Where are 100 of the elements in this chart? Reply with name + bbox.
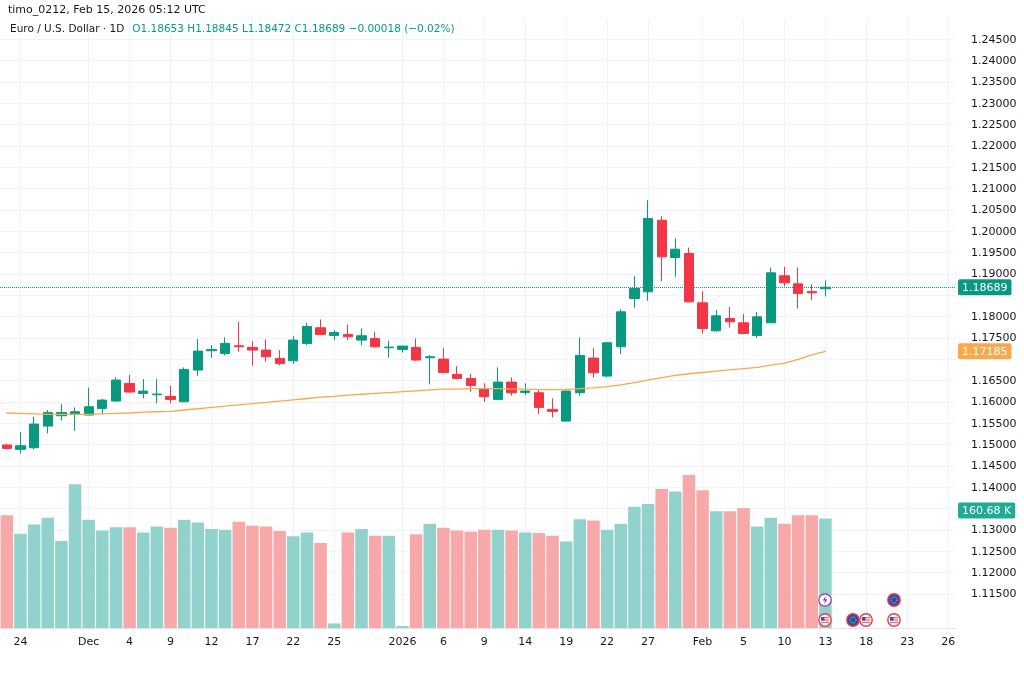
x-tick-label: 23 — [900, 635, 915, 648]
x-tick-label: Dec — [78, 635, 100, 648]
y-tick-label: 1.14000 — [971, 480, 1017, 494]
x-tick-label: 12 — [204, 635, 219, 648]
y-tick-label: 1.19500 — [971, 246, 1017, 260]
candlestick — [670, 238, 680, 278]
x-tick-label: 10 — [777, 635, 792, 648]
bar — [177, 519, 191, 628]
candlestick — [152, 378, 162, 404]
y-tick-label: 1.18000 — [971, 310, 1017, 324]
candlestick — [220, 336, 230, 356]
x-tick-label: 25 — [327, 635, 342, 648]
candlestick — [43, 409, 53, 434]
chart-title: Euro / U.S. Dollar · 1D — [10, 22, 125, 34]
bar — [764, 517, 778, 628]
y-tick-label: 1.24500 — [971, 32, 1017, 46]
bar — [559, 541, 573, 628]
y-tick-label: 1.19000 — [971, 267, 1017, 281]
x-tick-label: 5 — [740, 635, 748, 648]
candlestick — [575, 336, 585, 397]
y-tick-label: 1.11500 — [971, 587, 1017, 601]
candlestick — [29, 416, 39, 450]
bar — [327, 623, 341, 628]
x-tick-label: 14 — [518, 635, 533, 648]
candlestick — [2, 443, 12, 450]
candlestick — [138, 378, 148, 399]
y-tick-label: 1.21000 — [971, 182, 1017, 196]
bar — [655, 488, 668, 628]
candlestick — [179, 366, 189, 403]
bar — [423, 523, 437, 628]
x-tick-label: Feb — [692, 635, 713, 648]
candlestick — [657, 215, 667, 282]
candlestick — [793, 267, 803, 309]
line-series — [6, 350, 827, 415]
candlestick — [588, 347, 599, 379]
bar — [314, 542, 327, 628]
x-tick-label: 9 — [480, 635, 488, 648]
y-tick-label: 1.12500 — [971, 544, 1017, 558]
bar — [123, 527, 136, 628]
y-tick-label: 1.16500 — [971, 374, 1017, 388]
y-tick-label: 1.15000 — [971, 438, 1017, 452]
bar — [587, 520, 600, 628]
candlestick — [534, 388, 544, 415]
candlestick — [493, 366, 503, 401]
bar — [669, 491, 682, 628]
candlestick — [684, 247, 694, 303]
bar — [341, 532, 355, 628]
candlestick — [779, 266, 790, 287]
y-tick-label: 1.23000 — [971, 96, 1017, 110]
y-tick-label: 1.24000 — [971, 54, 1017, 68]
y-tick-label: 1.13000 — [971, 523, 1017, 537]
candlestick — [452, 365, 462, 380]
x-tick-label: 22 — [286, 635, 301, 648]
candlestick — [193, 338, 203, 377]
candlestick — [479, 382, 489, 403]
candlestick — [70, 406, 80, 432]
text: timo_0212, Feb 15, 2026 05:12 UTC — [8, 3, 206, 16]
candlestick — [234, 321, 244, 353]
candlestick — [165, 385, 176, 404]
y-tick-label: 1.22000 — [971, 139, 1017, 153]
bar — [750, 526, 764, 628]
x-tick-label: 24 — [13, 635, 28, 648]
x-tick-label: 26 — [941, 635, 956, 648]
candlestick — [247, 340, 258, 367]
bar — [409, 534, 423, 628]
candlestick — [738, 313, 749, 335]
candlestick — [725, 306, 735, 328]
y-tick-label: 1.14500 — [971, 459, 1017, 473]
bar — [505, 530, 518, 628]
candlestick — [438, 347, 449, 374]
x-tick-label: 19 — [559, 635, 574, 648]
candlestick — [356, 327, 367, 346]
candlestick — [84, 387, 94, 416]
bar — [368, 535, 382, 628]
bar — [573, 519, 587, 628]
x-tick-label: 6 — [439, 635, 447, 648]
x-tick-label: 22 — [600, 635, 615, 648]
candlestick — [752, 311, 762, 339]
candlestick — [302, 322, 312, 346]
candlestick — [315, 318, 326, 336]
y-tick-label: 1.20000 — [971, 224, 1017, 238]
candlestick — [711, 309, 721, 333]
bar — [709, 511, 723, 628]
candlestick — [697, 290, 708, 334]
ref-line-label: 1.18689 — [962, 280, 1008, 294]
x-tick-label: 9 — [167, 635, 175, 648]
x-tick-label: 18 — [859, 635, 874, 648]
candlestick — [261, 338, 271, 363]
y-tick-label: 1.21500 — [971, 160, 1017, 174]
y-tick-label: 1.15500 — [971, 416, 1017, 430]
y-tick-label: 1.12000 — [971, 566, 1017, 580]
candlestick — [547, 397, 558, 418]
candlestick — [466, 373, 476, 393]
candlestick — [97, 398, 107, 415]
candlestick — [124, 374, 135, 394]
x-tick-label: 13 — [818, 635, 833, 648]
y-tick-label: 1.16000 — [971, 395, 1017, 409]
y-tick-label: 1.23500 — [971, 75, 1017, 89]
candlestick — [370, 331, 380, 349]
candlestick — [561, 388, 571, 423]
